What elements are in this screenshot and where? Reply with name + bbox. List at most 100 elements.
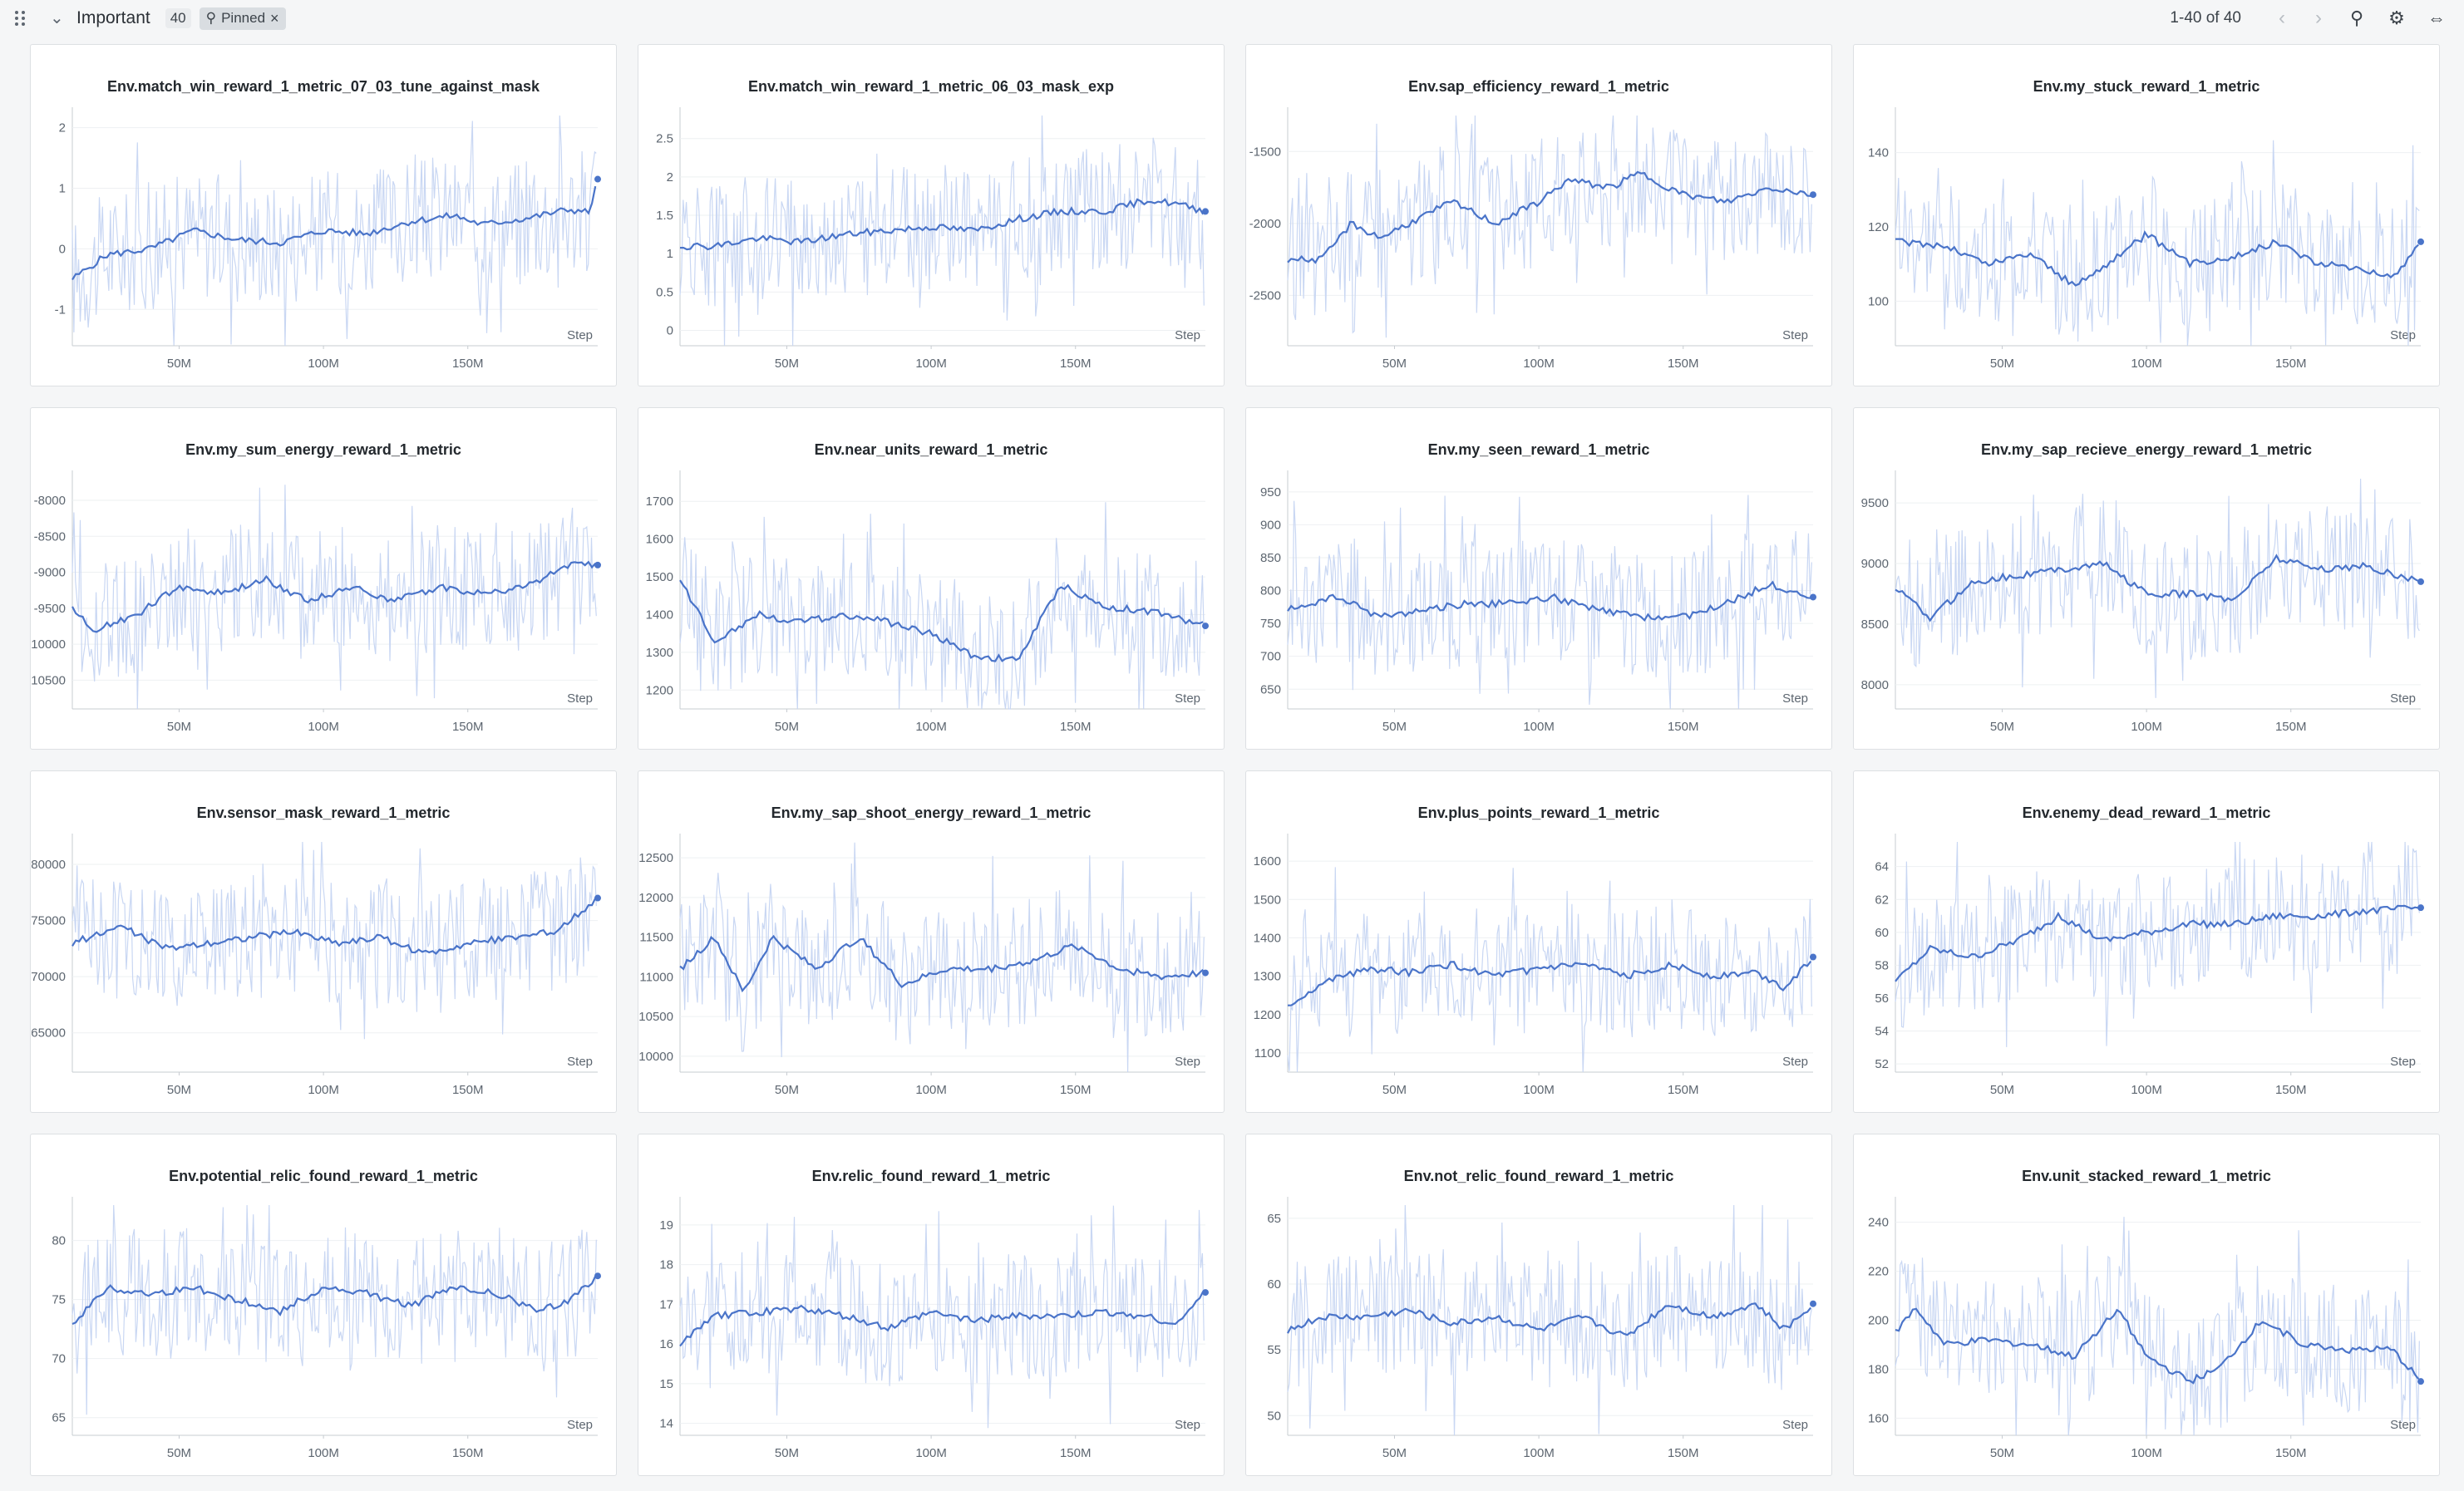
y-tick-label: 950 (1260, 485, 1281, 499)
y-tick-label: 1700 (646, 495, 673, 509)
y-tick-label: 12000 (638, 891, 673, 905)
x-axis-label: Step (567, 328, 593, 342)
pin-icon: ⚲ (205, 10, 217, 26)
panel-count-badge: 40 (165, 8, 191, 28)
raw-series-line (1895, 140, 2420, 347)
line-chart: -1500 -2000 -2500 50M 100M 150M Step (1249, 107, 1816, 371)
x-axis-label: Step (2390, 1055, 2416, 1069)
chart-title: Env.my_stuck_reward_1_metric (2033, 78, 2260, 95)
chart-panel[interactable]: Env.relic_found_reward_1_metric 19 18 17 16 1… (638, 1134, 1225, 1476)
y-tick-label: 10000 (638, 1050, 673, 1064)
pinned-label: Pinned (221, 10, 266, 26)
chart-panel[interactable]: Env.match_win_reward_1_metric_06_03_mask… (638, 44, 1225, 386)
line-chart: 65 60 55 50 50M 100M 150M Step (1267, 1197, 1816, 1460)
drag-handle-icon[interactable] (15, 11, 30, 26)
y-tick-label: -10500 (31, 673, 66, 687)
chart-panel[interactable]: Env.sensor_mask_reward_1_metric 80000 7500… (30, 770, 617, 1113)
x-tick-label: 100M (2131, 357, 2162, 371)
y-tick-label: 750 (1260, 617, 1281, 631)
chart-panel[interactable]: Env.plus_points_reward_1_metric 1600 1500 1… (1245, 770, 1832, 1113)
x-tick-label: 50M (775, 357, 799, 371)
y-tick-label: -9000 (34, 566, 66, 580)
y-tick-label: 54 (1875, 1025, 1889, 1039)
smoothed-series-line (71, 898, 597, 956)
chart-panel[interactable]: Env.unit_stacked_reward_1_metric 240 220 20… (1853, 1134, 2440, 1476)
x-tick-label: 100M (1523, 720, 1555, 734)
y-tick-label: 10500 (638, 1010, 673, 1024)
chart-panel[interactable]: Env.near_units_reward_1_metric 1700 1600 15… (638, 407, 1225, 750)
section-title[interactable]: Important (76, 8, 150, 27)
raw-series-line (71, 485, 597, 710)
x-tick-label: 150M (2275, 1083, 2307, 1097)
x-tick-label: 150M (2275, 357, 2307, 371)
x-axis-label: Step (2390, 328, 2416, 342)
chart-panel[interactable]: Env.my_seen_reward_1_metric 950 900 850 800 7… (1245, 407, 1832, 750)
chevron-right-icon[interactable]: › (2315, 7, 2322, 29)
smoothed-series-line (71, 1276, 597, 1326)
x-tick-label: 100M (2131, 1446, 2162, 1460)
x-axis-label: Step (1782, 328, 1808, 342)
last-value-marker (1202, 969, 1209, 977)
line-chart: 2 1 0 -1 50M 100M 150M Step (55, 107, 601, 371)
chart-panel[interactable]: Env.my_sap_shoot_energy_reward_1_metric 1… (638, 770, 1225, 1113)
x-tick-label: 150M (452, 357, 484, 371)
x-tick-label: 50M (775, 720, 799, 734)
chart-title: Env.sensor_mask_reward_1_metric (196, 805, 451, 821)
y-tick-label: 1400 (1254, 931, 1281, 945)
x-tick-label: 50M (1382, 357, 1407, 371)
gear-icon[interactable]: ⚙ (2388, 7, 2405, 28)
x-tick-label: 150M (452, 720, 484, 734)
x-tick-label: 100M (1523, 357, 1555, 371)
chevron-left-icon[interactable]: ‹ (2279, 7, 2285, 29)
y-tick-label: 0.5 (656, 285, 673, 299)
y-tick-label: 200 (1868, 1314, 1889, 1328)
pin-toggle-icon[interactable]: ⚲ (2349, 7, 2364, 28)
y-tick-label: 19 (659, 1218, 673, 1233)
line-chart: 19 18 17 16 15 14 50M 100M 150M Step (659, 1197, 1209, 1460)
x-tick-label: 150M (1668, 1083, 1699, 1097)
y-tick-label: 180 (1868, 1362, 1889, 1376)
y-tick-label: 70 (52, 1352, 66, 1366)
chart-panel[interactable]: Env.match_win_reward_1_metric_07_03_tune… (30, 44, 617, 386)
close-icon[interactable]: × (270, 9, 279, 27)
x-tick-label: 50M (167, 720, 191, 734)
chart-panel[interactable]: Env.not_relic_found_reward_1_metric 65 60 5… (1245, 1134, 1832, 1476)
chart-panel[interactable]: Env.potential_relic_found_reward_1_metri… (30, 1134, 617, 1476)
x-tick-label: 100M (2131, 1083, 2162, 1097)
x-tick-label: 50M (775, 1083, 799, 1097)
x-tick-label: 50M (1382, 1083, 1407, 1097)
chevron-down-icon[interactable]: ⌄ (50, 9, 64, 27)
line-chart: 80 75 70 65 50M 100M 150M Step (52, 1197, 601, 1460)
raw-series-line (1895, 1217, 2420, 1436)
last-value-marker (2417, 1378, 2424, 1385)
chart-panel[interactable]: Env.sap_efficiency_reward_1_metric -1500-… (1245, 44, 1832, 386)
y-tick-label: -8500 (34, 529, 66, 544)
chart-title: Env.sap_efficiency_reward_1_metric (1408, 78, 1669, 95)
raw-series-line (679, 502, 1205, 710)
smoothed-series-line (1287, 1302, 1812, 1336)
x-axis-label: Step (2390, 1418, 2416, 1432)
y-tick-label: 240 (1868, 1216, 1889, 1230)
x-tick-label: 150M (1060, 1446, 1092, 1460)
x-tick-label: 50M (1990, 357, 2014, 371)
y-tick-label: 58 (1875, 958, 1889, 972)
chart-panel[interactable]: Env.enemy_dead_reward_1_metric 64 62 60 58 56… (1853, 770, 2440, 1113)
pinned-filter-chip[interactable]: ⚲ Pinned × (199, 7, 286, 30)
expand-icon[interactable]: ⇔ (2427, 7, 2446, 28)
smoothed-series-line (1287, 580, 1811, 622)
smoothed-series-line (679, 1291, 1205, 1347)
y-tick-label: 50 (1267, 1409, 1281, 1423)
x-tick-label: 50M (1990, 720, 2014, 734)
header-controls: 1-40 of 40 ‹ › ⚲ ⚙ ⇔ (2170, 0, 2447, 37)
y-tick-label: 11000 (639, 970, 673, 984)
chart-panel[interactable]: Env.my_sap_recieve_energy_reward_1_metri… (1853, 407, 2440, 750)
chart-panel[interactable]: Env.my_sum_energy_reward_1_metric -8000 -8… (30, 407, 617, 750)
line-chart: 240 220 200 180 160 50M 100M 150M Step (1868, 1197, 2424, 1460)
y-tick-label: 15 (659, 1377, 673, 1391)
x-tick-label: 150M (1060, 720, 1092, 734)
raw-series-line (679, 842, 1205, 1073)
chart-panel[interactable]: Env.my_stuck_reward_1_metric 140 120 100 50M… (1853, 44, 2440, 386)
x-axis-label: Step (1782, 1418, 1808, 1432)
last-value-marker (1810, 953, 1816, 961)
line-chart: -8000 -8500 -9000 -9500 -10000 -10500 50M 100M 1… (31, 470, 601, 734)
